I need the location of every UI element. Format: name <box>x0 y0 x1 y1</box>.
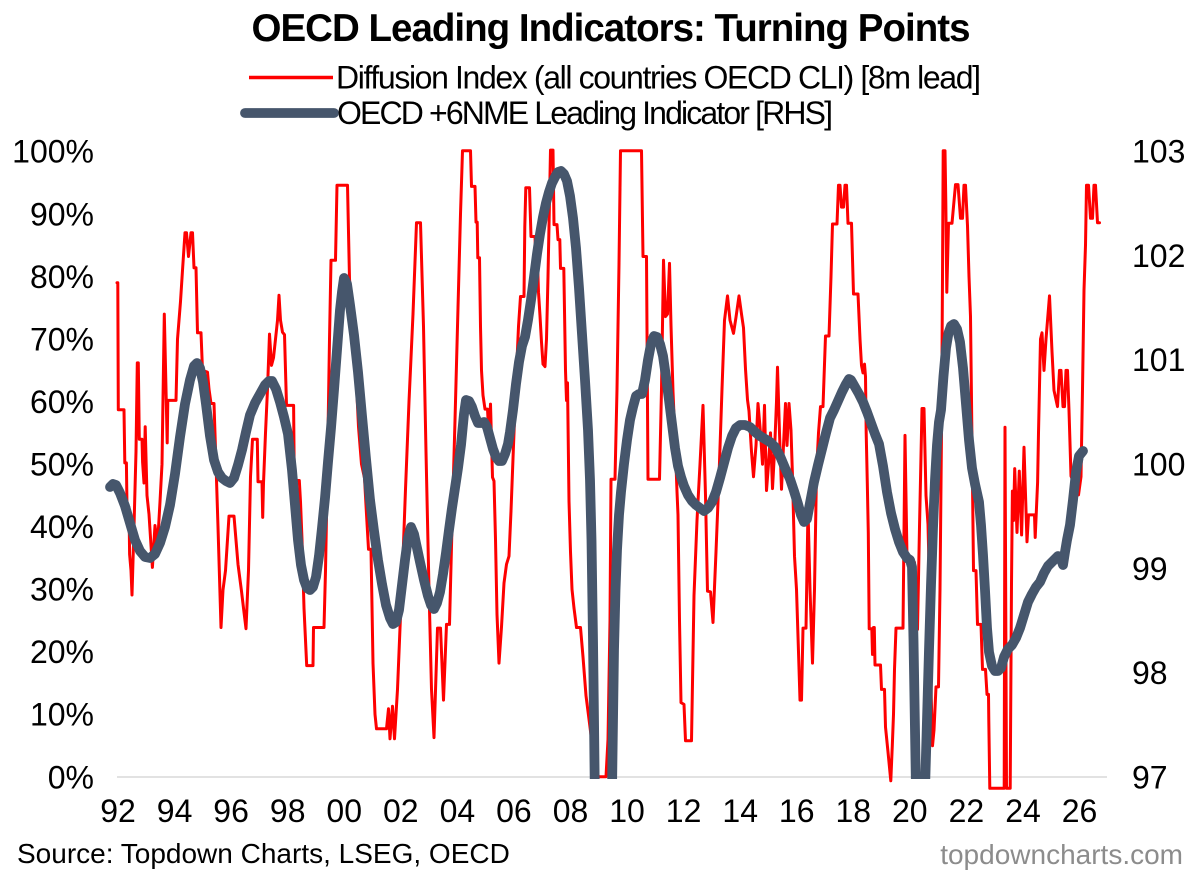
svg-text:0%: 0% <box>48 759 94 795</box>
svg-text:96: 96 <box>213 793 249 829</box>
svg-text:102: 102 <box>1132 238 1185 274</box>
svg-text:04: 04 <box>440 793 476 829</box>
svg-text:100%: 100% <box>12 134 94 170</box>
svg-text:10%: 10% <box>30 697 94 733</box>
svg-text:08: 08 <box>553 793 589 829</box>
svg-text:97: 97 <box>1132 759 1168 795</box>
svg-text:22: 22 <box>949 793 985 829</box>
svg-text:OECD Leading Indicators: Turni: OECD Leading Indicators: Turning Points <box>252 7 971 50</box>
svg-text:92: 92 <box>100 793 136 829</box>
svg-text:40%: 40% <box>30 509 94 545</box>
svg-text:101: 101 <box>1132 342 1185 378</box>
svg-text:12: 12 <box>666 793 702 829</box>
svg-text:Diffusion Index (all countries: Diffusion Index (all countries OECD CLI)… <box>336 60 981 96</box>
svg-text:24: 24 <box>1005 793 1041 829</box>
svg-text:14: 14 <box>722 793 758 829</box>
svg-text:50%: 50% <box>30 447 94 483</box>
svg-text:10: 10 <box>609 793 645 829</box>
svg-text:99: 99 <box>1132 551 1168 587</box>
svg-text:98: 98 <box>1132 655 1168 691</box>
svg-text:18: 18 <box>836 793 872 829</box>
svg-text:02: 02 <box>383 793 419 829</box>
svg-text:20%: 20% <box>30 634 94 670</box>
svg-text:Source: Topdown Charts, LSEG,: Source: Topdown Charts, LSEG, OECD <box>17 838 510 869</box>
svg-text:90%: 90% <box>30 196 94 232</box>
svg-text:100: 100 <box>1132 447 1185 483</box>
svg-text:98: 98 <box>270 793 306 829</box>
svg-text:20: 20 <box>892 793 928 829</box>
svg-text:topdowncharts.com: topdowncharts.com <box>940 839 1183 870</box>
svg-text:30%: 30% <box>30 572 94 608</box>
svg-text:16: 16 <box>779 793 815 829</box>
svg-text:00: 00 <box>326 793 362 829</box>
svg-text:OECD +6NME Leading Indicator [: OECD +6NME Leading Indicator [RHS] <box>337 95 833 131</box>
svg-text:06: 06 <box>496 793 532 829</box>
svg-text:26: 26 <box>1062 793 1098 829</box>
svg-text:60%: 60% <box>30 384 94 420</box>
svg-text:103: 103 <box>1132 134 1185 170</box>
svg-text:70%: 70% <box>30 321 94 357</box>
svg-text:80%: 80% <box>30 259 94 295</box>
svg-text:94: 94 <box>157 793 193 829</box>
